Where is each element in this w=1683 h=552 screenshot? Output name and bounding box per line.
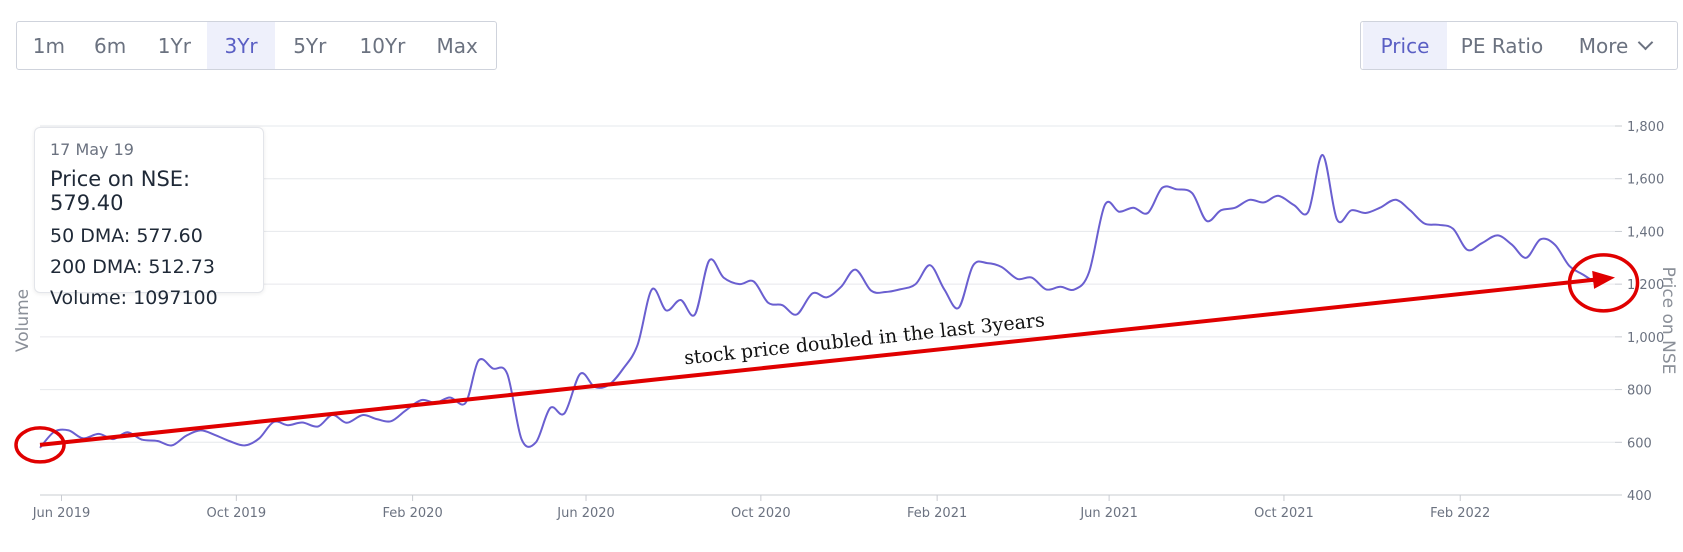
hover-tooltip: 17 May 19 Price on NSE: 579.40 50 DMA: 5… bbox=[34, 127, 264, 309]
y-tick-label: 600 bbox=[1627, 436, 1652, 451]
x-tick-label: Jun 2020 bbox=[556, 506, 615, 521]
x-tick-label: Jun 2021 bbox=[1079, 506, 1138, 521]
series-line-price bbox=[39, 153, 1599, 449]
tab-pe-ratio[interactable]: PE Ratio bbox=[1460, 33, 1544, 58]
annotation-circle bbox=[1567, 253, 1640, 313]
period-selector: 1m 6m 1Yr 3Yr 5Yr 10Yr Max bbox=[16, 21, 497, 70]
tab-max[interactable]: Max bbox=[436, 33, 478, 58]
tab-6m[interactable]: 6m bbox=[94, 33, 127, 58]
tab-price[interactable]: Price bbox=[1363, 22, 1447, 69]
tooltip-dma50: 50 DMA: 577.60 bbox=[50, 225, 203, 247]
tooltip-volume: Volume: 1097100 bbox=[50, 287, 218, 309]
x-tick-label: Feb 2021 bbox=[907, 506, 967, 521]
x-tick-label: Oct 2021 bbox=[1254, 506, 1314, 521]
annotation-text: stock price doubled in the last 3years bbox=[683, 309, 1046, 369]
y-tick-label: 800 bbox=[1627, 384, 1652, 399]
y-axis-label-left: Volume bbox=[13, 289, 33, 352]
grid bbox=[40, 125, 1615, 496]
x-axis: Jun 2019 Oct 2019 Feb 2020 Jun 2020 Oct 2020… bbox=[32, 494, 1615, 521]
annotation-circle bbox=[14, 426, 66, 464]
x-tick-label: Jun 2019 bbox=[32, 506, 91, 521]
x-tick-label: Feb 2020 bbox=[382, 506, 442, 521]
tooltip-dma200: 200 DMA: 512.73 bbox=[50, 256, 215, 278]
tab-1m[interactable]: 1m bbox=[32, 33, 65, 58]
x-tick-label: Feb 2022 bbox=[1430, 506, 1490, 521]
annotation-arrow bbox=[39, 277, 1598, 447]
y-tick-label: 400 bbox=[1627, 489, 1652, 504]
more-label: More bbox=[1578, 33, 1629, 58]
metric-selector: Price PE Ratio More bbox=[1360, 21, 1678, 70]
tab-10yr[interactable]: 10Yr bbox=[359, 33, 406, 58]
y-axis-label-right: Price on NSE bbox=[1658, 267, 1678, 375]
tooltip-price: Price on NSE: 579.40 bbox=[50, 167, 191, 215]
y-tick-label: 1,000 bbox=[1627, 331, 1664, 346]
x-tick-label: Oct 2019 bbox=[206, 506, 266, 521]
y-tick-label: 1,400 bbox=[1627, 225, 1664, 240]
tab-5yr[interactable]: 5Yr bbox=[293, 33, 327, 58]
x-tick-label: Oct 2020 bbox=[731, 506, 791, 521]
tab-1yr[interactable]: 1Yr bbox=[157, 33, 191, 58]
annotation-arrowhead bbox=[1592, 270, 1615, 289]
y-tick-label: 1,600 bbox=[1627, 173, 1664, 188]
tooltip-date: 17 May 19 bbox=[50, 140, 134, 159]
y-tick-label: 1,800 bbox=[1627, 120, 1664, 135]
more-dropdown[interactable]: More bbox=[1557, 22, 1673, 69]
tab-3yr[interactable]: 3Yr bbox=[207, 22, 275, 69]
